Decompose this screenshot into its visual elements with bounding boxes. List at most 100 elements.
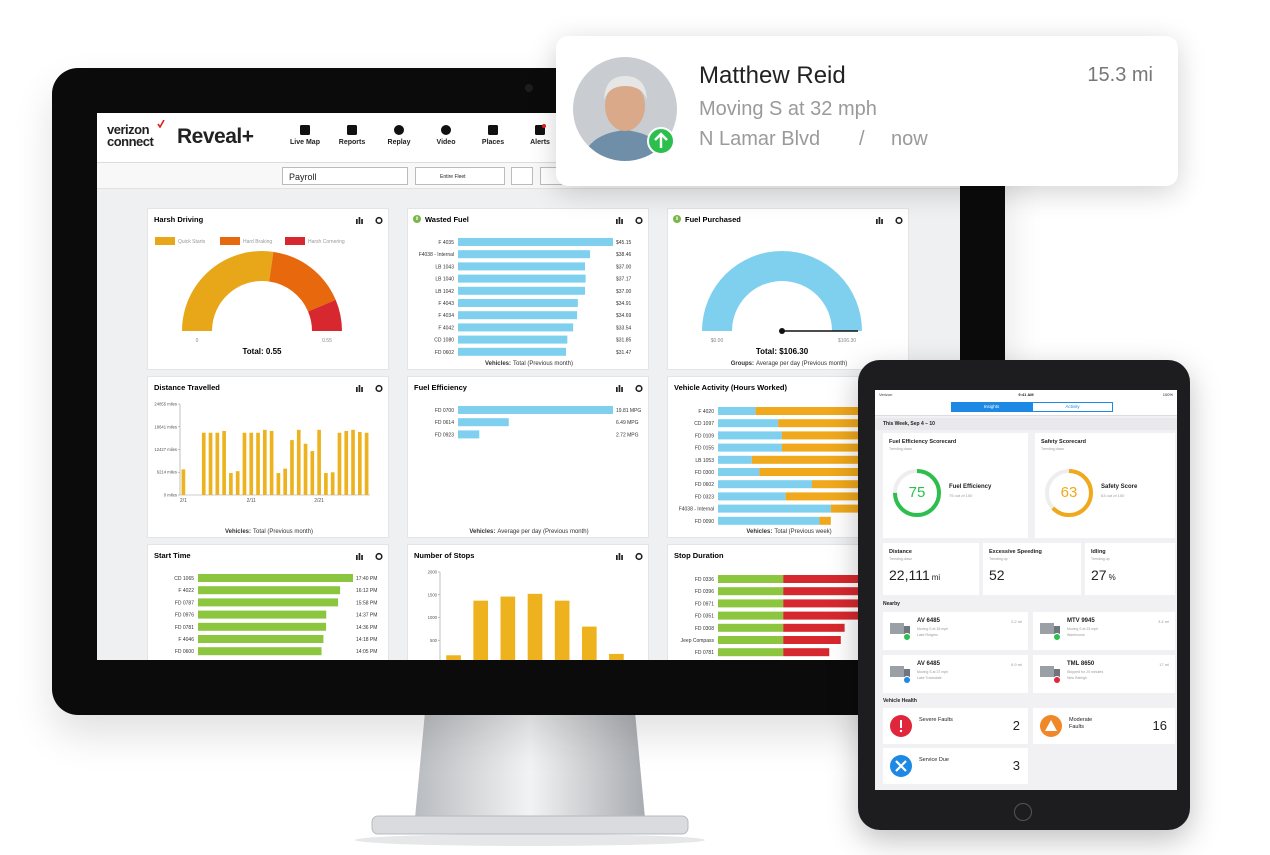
y-tick-label: 6214 miles <box>157 470 177 475</box>
icon-glyph <box>895 760 907 772</box>
avatar <box>573 57 677 161</box>
chart-icon[interactable] <box>358 553 361 560</box>
stand-base <box>371 815 689 835</box>
bar-segment <box>718 480 812 489</box>
category-label: F 4042 <box>438 325 454 331</box>
stat-card[interactable]: Excessive Speeding Trending up 52 <box>983 543 1081 595</box>
truck-body <box>890 623 904 634</box>
bar-segment <box>785 492 869 501</box>
chart-icon[interactable] <box>356 387 358 392</box>
nav-item[interactable]: Video <box>436 139 456 146</box>
settings-icon[interactable] <box>375 216 383 225</box>
vehicle-status: Moving S at 23 mph <box>1067 627 1099 631</box>
chart-icon[interactable] <box>621 219 623 224</box>
chart-icon[interactable] <box>881 219 883 224</box>
widget: Distance Travelled 0 miles 6214 miles 12427… <box>147 376 389 538</box>
bar-segment <box>718 516 820 525</box>
value-label: $37.00 <box>616 289 632 295</box>
health-label: Severe Faults <box>919 717 953 723</box>
vehicle-place: New Raleigh <box>1067 676 1087 680</box>
driver-time: now <box>891 128 928 150</box>
stat-card[interactable]: Idling Trending up 27% <box>1085 543 1175 595</box>
chart-icon[interactable] <box>618 385 621 392</box>
value-label: $33.54 <box>616 325 632 331</box>
vehicle-name: AV 6485 <box>917 618 940 624</box>
settings-icon[interactable] <box>895 216 903 225</box>
scorecard[interactable]: Safety Scorecard Trending down 63 Safety Sc… <box>1035 433 1175 538</box>
chart-icon[interactable] <box>616 387 618 392</box>
bar-segment <box>718 623 784 632</box>
bar <box>290 440 294 495</box>
category-label: Jeep Compass <box>681 638 715 644</box>
y-tick-label: 18641 miles <box>154 424 177 429</box>
health-card[interactable]: Moderate Faults 16 <box>1033 708 1175 744</box>
nav-icon <box>347 125 357 135</box>
segment-tab[interactable]: Insights <box>951 402 1032 412</box>
settings-icon[interactable] <box>635 216 643 225</box>
bar-segment <box>718 648 784 657</box>
nav-item[interactable]: Places <box>481 139 505 146</box>
chart-icon[interactable] <box>618 217 621 224</box>
chart-icon[interactable] <box>616 555 618 560</box>
chart-icon[interactable] <box>618 553 621 560</box>
stat-unit: % <box>1108 573 1116 582</box>
value-label: 15:58 PM <box>356 600 377 606</box>
chart-icon[interactable] <box>356 555 358 560</box>
monitor-stand <box>355 712 705 846</box>
health-icon <box>890 755 912 777</box>
footer-label: Vehicles: <box>225 529 251 535</box>
bar-segment <box>783 611 868 620</box>
category-label: FD 0090 <box>695 519 714 525</box>
chart-icon[interactable] <box>878 217 881 224</box>
vehicle-card[interactable]: MTV 9945 Moving S at 23 mph Warehouse 3.4 m… <box>1033 612 1175 650</box>
nav-item[interactable]: Alerts <box>530 139 550 146</box>
vehicle-distance: 3.4 mi <box>1158 619 1169 624</box>
bar-segment <box>718 504 831 513</box>
gauge-tick-label: $0.00 <box>711 338 724 344</box>
filter-select[interactable]: Payroll <box>282 167 408 185</box>
nav-item[interactable]: Live Map <box>290 139 320 146</box>
chart-icon[interactable] <box>356 219 358 224</box>
chart-icon[interactable] <box>358 217 361 224</box>
chart-icon[interactable] <box>621 555 623 560</box>
health-card[interactable]: Service Due 3 <box>883 748 1028 784</box>
stat-value: 22,111 <box>889 567 930 583</box>
chart-icon[interactable] <box>621 387 623 392</box>
widget-title: Fuel Purchased <box>685 215 741 224</box>
segment-tab[interactable]: Activity <box>1032 402 1113 412</box>
settings-icon[interactable] <box>375 552 383 561</box>
chart-icon[interactable] <box>876 219 878 224</box>
chart-icon[interactable] <box>361 387 363 392</box>
widget-title: Wasted Fuel <box>425 215 469 224</box>
value-label: 14:36 PM <box>356 625 377 631</box>
widget-title: Vehicle Activity (Hours Worked) <box>674 383 787 392</box>
nav-item[interactable]: Replay <box>387 139 411 146</box>
edit-button[interactable] <box>511 167 533 185</box>
bar-segment <box>718 443 782 452</box>
chart-icon[interactable] <box>361 219 363 224</box>
bar <box>222 430 226 495</box>
chart-icon[interactable] <box>616 219 618 224</box>
bar <box>554 600 570 660</box>
bar <box>201 432 206 495</box>
filter-select[interactable]: Entire Fleet <box>415 167 505 185</box>
scorecard-title: Fuel Efficiency Scorecard <box>889 439 957 445</box>
settings-icon[interactable] <box>635 552 643 561</box>
vehicle-card[interactable]: AV 6485 Moving S at 18 mph Lake Rutgers 2.2… <box>883 612 1028 650</box>
bar <box>581 626 597 660</box>
bar <box>527 593 543 660</box>
home-button[interactable] <box>1014 803 1032 821</box>
bar <box>330 472 335 495</box>
settings-icon[interactable] <box>375 384 383 393</box>
chart-icon[interactable] <box>358 385 361 392</box>
settings-icon[interactable] <box>635 384 643 393</box>
chart-icon[interactable] <box>361 555 363 560</box>
vehicle-name: AV 6485 <box>917 661 940 667</box>
vehicle-card[interactable]: AV 6485 Moving S at 37 mph Lake Travisdale… <box>883 655 1028 693</box>
vehicle-card[interactable]: TML 8650 Stopped for 20 minutes New Raleig… <box>1033 655 1175 693</box>
stat-card[interactable]: Distance Trending down 22,111 mi <box>883 543 979 595</box>
scorecard[interactable]: Fuel Efficiency Scorecard Trending down 75… <box>883 433 1028 538</box>
nav-item[interactable]: Reports <box>338 139 366 146</box>
health-card[interactable]: Severe Faults 2 <box>883 708 1028 744</box>
notification-card[interactable]: Matthew Reid 15.3 mi Moving S at 32 mph … <box>556 36 1178 186</box>
